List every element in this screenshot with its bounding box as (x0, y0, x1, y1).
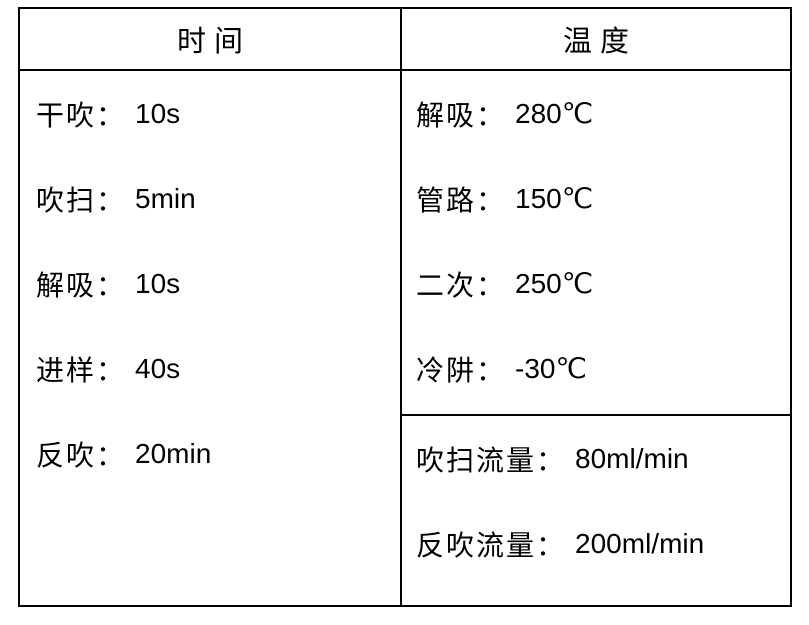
table-row: 吹扫流量： 80ml/min (416, 416, 790, 501)
row-value: 250℃ (515, 268, 594, 299)
row-value: 40s (135, 352, 181, 384)
row-label: 干吹 (36, 99, 97, 131)
colon-separator: ： (476, 99, 505, 131)
table-body: 干吹： 10s 吹扫： 5min 解吸： 10s 进样： 40s 反吹： 20min (20, 71, 790, 605)
row-label: 反吹流量 (416, 529, 537, 561)
flow-rate-section: 吹扫流量： 80ml/min 反吹流量： 200ml/min (402, 416, 790, 605)
table-row: 解吸： 280℃ (416, 71, 790, 156)
colon-separator: ： (96, 184, 125, 216)
colon-separator: ： (476, 269, 505, 301)
table-row: 干吹： 10s (36, 71, 400, 156)
colon-separator: ： (476, 184, 505, 216)
table-row: 反吹： 20min (36, 411, 400, 496)
row-label: 吹扫 (36, 184, 97, 216)
table-row: 冷阱： -30℃ (416, 326, 790, 411)
row-label: 反吹 (36, 439, 97, 471)
row-value: -30℃ (515, 353, 587, 384)
row-value: 10s (135, 267, 181, 299)
header-cell-time: 时间 (20, 9, 402, 69)
row-label: 解吸 (416, 99, 477, 131)
row-value: 150℃ (515, 183, 594, 214)
table-row: 二次： 250℃ (416, 241, 790, 326)
row-value: 80ml/min (575, 442, 689, 474)
colon-separator: ： (476, 354, 505, 386)
colon-separator: ： (96, 99, 125, 131)
row-label: 二次 (416, 269, 477, 301)
colon-separator: ： (536, 529, 565, 561)
temperature-column-cell: 解吸： 280℃ 管路： 150℃ 二次： 250℃ 冷阱： -30℃ 吹扫流量： 80m… (402, 71, 790, 605)
row-label: 冷阱 (416, 354, 477, 386)
colon-separator: ： (96, 269, 125, 301)
row-value: 10s (135, 97, 181, 129)
time-column-cell: 干吹： 10s 吹扫： 5min 解吸： 10s 进样： 40s 反吹： 20min (20, 71, 402, 605)
table-row: 管路： 150℃ (416, 156, 790, 241)
table-row: 进样： 40s (36, 326, 400, 411)
row-label: 进样 (36, 354, 97, 386)
row-value: 200ml/min (575, 527, 705, 559)
temperature-section: 解吸： 280℃ 管路： 150℃ 二次： 250℃ 冷阱： -30℃ (402, 71, 790, 416)
row-value: 280℃ (515, 98, 594, 129)
row-label: 吹扫流量 (416, 444, 537, 476)
table-row: 解吸： 10s (36, 241, 400, 326)
colon-separator: ： (96, 354, 125, 386)
colon-separator: ： (96, 439, 125, 471)
table-row: 吹扫： 5min (36, 156, 400, 241)
header-cell-temperature: 温度 (562, 26, 637, 58)
row-label: 解吸 (36, 269, 97, 301)
parameters-table: 时间 温度 干吹： 10s 吹扫： 5min 解吸： 10s 进样： 40s 反吹： 20… (18, 7, 792, 607)
table-header-row: 时间 温度 (20, 9, 790, 71)
row-value: 20min (135, 437, 212, 469)
row-label: 管路 (416, 184, 477, 216)
colon-separator: ： (536, 444, 565, 476)
row-value: 5min (135, 182, 196, 214)
table-row: 反吹流量： 200ml/min (416, 501, 790, 586)
